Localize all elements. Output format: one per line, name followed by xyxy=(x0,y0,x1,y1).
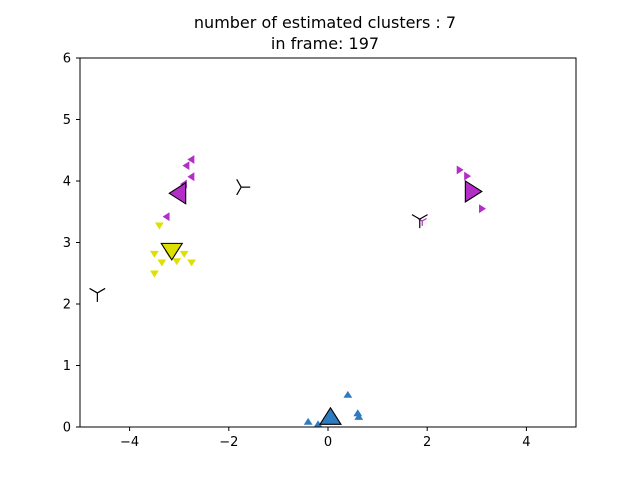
cluster-2-point-8 xyxy=(149,270,159,278)
axes: −4 −2 0 2 4 0 1 2 3 4 5 6 xyxy=(63,52,577,450)
cluster-7-point-1 xyxy=(303,417,313,425)
y-tick-label: 4 xyxy=(63,175,71,190)
cluster-2-point-1 xyxy=(154,222,164,230)
y-tick-label: 3 xyxy=(63,236,71,251)
cluster-7-point-3 xyxy=(343,390,353,398)
chart-title: number of estimated clusters : 7 xyxy=(194,13,456,32)
y-tick-label: 2 xyxy=(63,298,71,313)
plot-area xyxy=(89,155,486,427)
cluster-2-point-2 xyxy=(149,250,159,258)
x-tick-label: 0 xyxy=(324,435,332,450)
cluster-2-center xyxy=(160,242,184,261)
cluster-7-point-5 xyxy=(354,412,364,420)
cluster-6-center xyxy=(411,214,428,229)
x-tick-label: −4 xyxy=(120,435,139,450)
cluster-2-point-3 xyxy=(157,259,167,267)
cluster-1-point-2 xyxy=(187,155,195,164)
x-tick-label: 2 xyxy=(423,435,431,450)
x-tick-label: −2 xyxy=(219,435,238,450)
cluster-1-point-5 xyxy=(162,212,170,222)
y-tick-label: 0 xyxy=(63,421,71,436)
cluster-2-point-7 xyxy=(187,259,197,267)
x-tick-label: 4 xyxy=(522,435,530,450)
cluster-2-point-5 xyxy=(172,258,182,266)
y-tick-label: 6 xyxy=(63,52,71,67)
cluster-4-center xyxy=(89,287,106,302)
cluster-5-center xyxy=(464,179,483,203)
cluster-7-point-2 xyxy=(313,420,323,427)
cluster-3-center xyxy=(236,179,251,196)
cluster-5-point-2 xyxy=(464,171,472,181)
y-tick-label: 5 xyxy=(63,113,71,128)
cluster-5-point-1 xyxy=(456,165,464,175)
cluster-5-point-3 xyxy=(479,204,486,214)
cluster-7-point-4 xyxy=(353,409,363,417)
chart-subtitle: in frame: 197 xyxy=(271,34,379,53)
cluster-1-center xyxy=(168,181,187,205)
cluster-2-point-6 xyxy=(179,250,189,258)
y-tick-label: 1 xyxy=(63,359,71,374)
cluster-1-point-3 xyxy=(187,172,195,182)
cluster-1-point-1 xyxy=(182,161,190,171)
plot-frame xyxy=(79,57,577,428)
cluster-7-center xyxy=(318,406,342,425)
